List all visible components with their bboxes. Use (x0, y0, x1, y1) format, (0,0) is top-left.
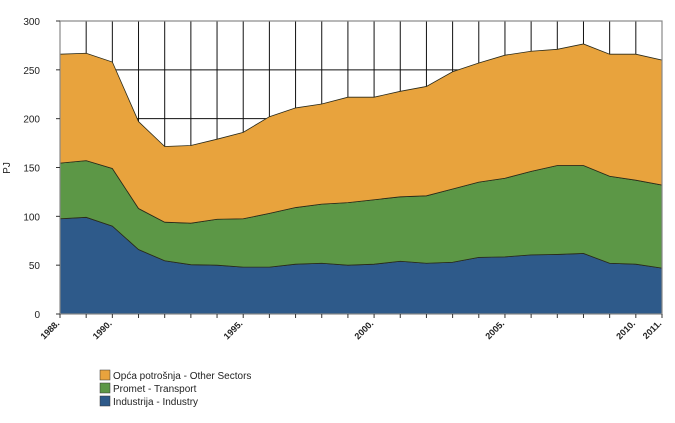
legend-swatch (99, 369, 111, 381)
legend: Opća potrošnja - Other Sectors Promet - T… (99, 369, 251, 408)
y-tick-label: 50 (29, 261, 41, 272)
legend-swatch (99, 395, 111, 407)
y-tick-label: 150 (23, 164, 40, 175)
x-tick-label: 1990. (91, 318, 114, 341)
y-axis-label: PJ (2, 162, 13, 174)
x-tick-label: 2010. (614, 318, 637, 341)
y-tick-label: 300 (23, 17, 40, 28)
y-tick-label: 200 (23, 115, 40, 126)
legend-label: Industrija - Industry (113, 397, 198, 408)
x-tick-label: 1995. (222, 318, 245, 341)
legend-label: Opća potrošnja - Other Sectors (113, 371, 251, 382)
x-tick-label: 2011. (641, 318, 664, 341)
y-tick-label: 0 (34, 310, 40, 321)
legend-label: Promet - Transport (113, 384, 197, 395)
y-tick-label: 250 (23, 66, 40, 77)
areas (59, 43, 663, 315)
x-tick-label: 2000. (352, 318, 375, 341)
legend-swatch (99, 382, 111, 394)
x-tick-label: 2005. (483, 318, 506, 341)
x-tick-label: 1988. (38, 318, 61, 341)
y-tick-label: 100 (23, 212, 40, 223)
